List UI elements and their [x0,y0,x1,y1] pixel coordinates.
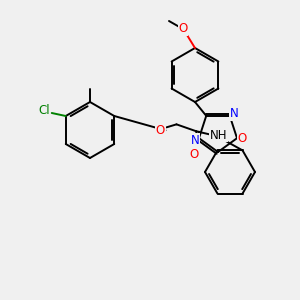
Text: O: O [156,124,165,137]
Text: O: O [178,22,188,35]
Text: N: N [230,107,238,120]
Text: Cl: Cl [38,104,50,118]
Text: N: N [190,134,200,147]
Text: NH: NH [210,129,227,142]
Text: O: O [190,148,199,161]
Text: O: O [237,132,247,145]
